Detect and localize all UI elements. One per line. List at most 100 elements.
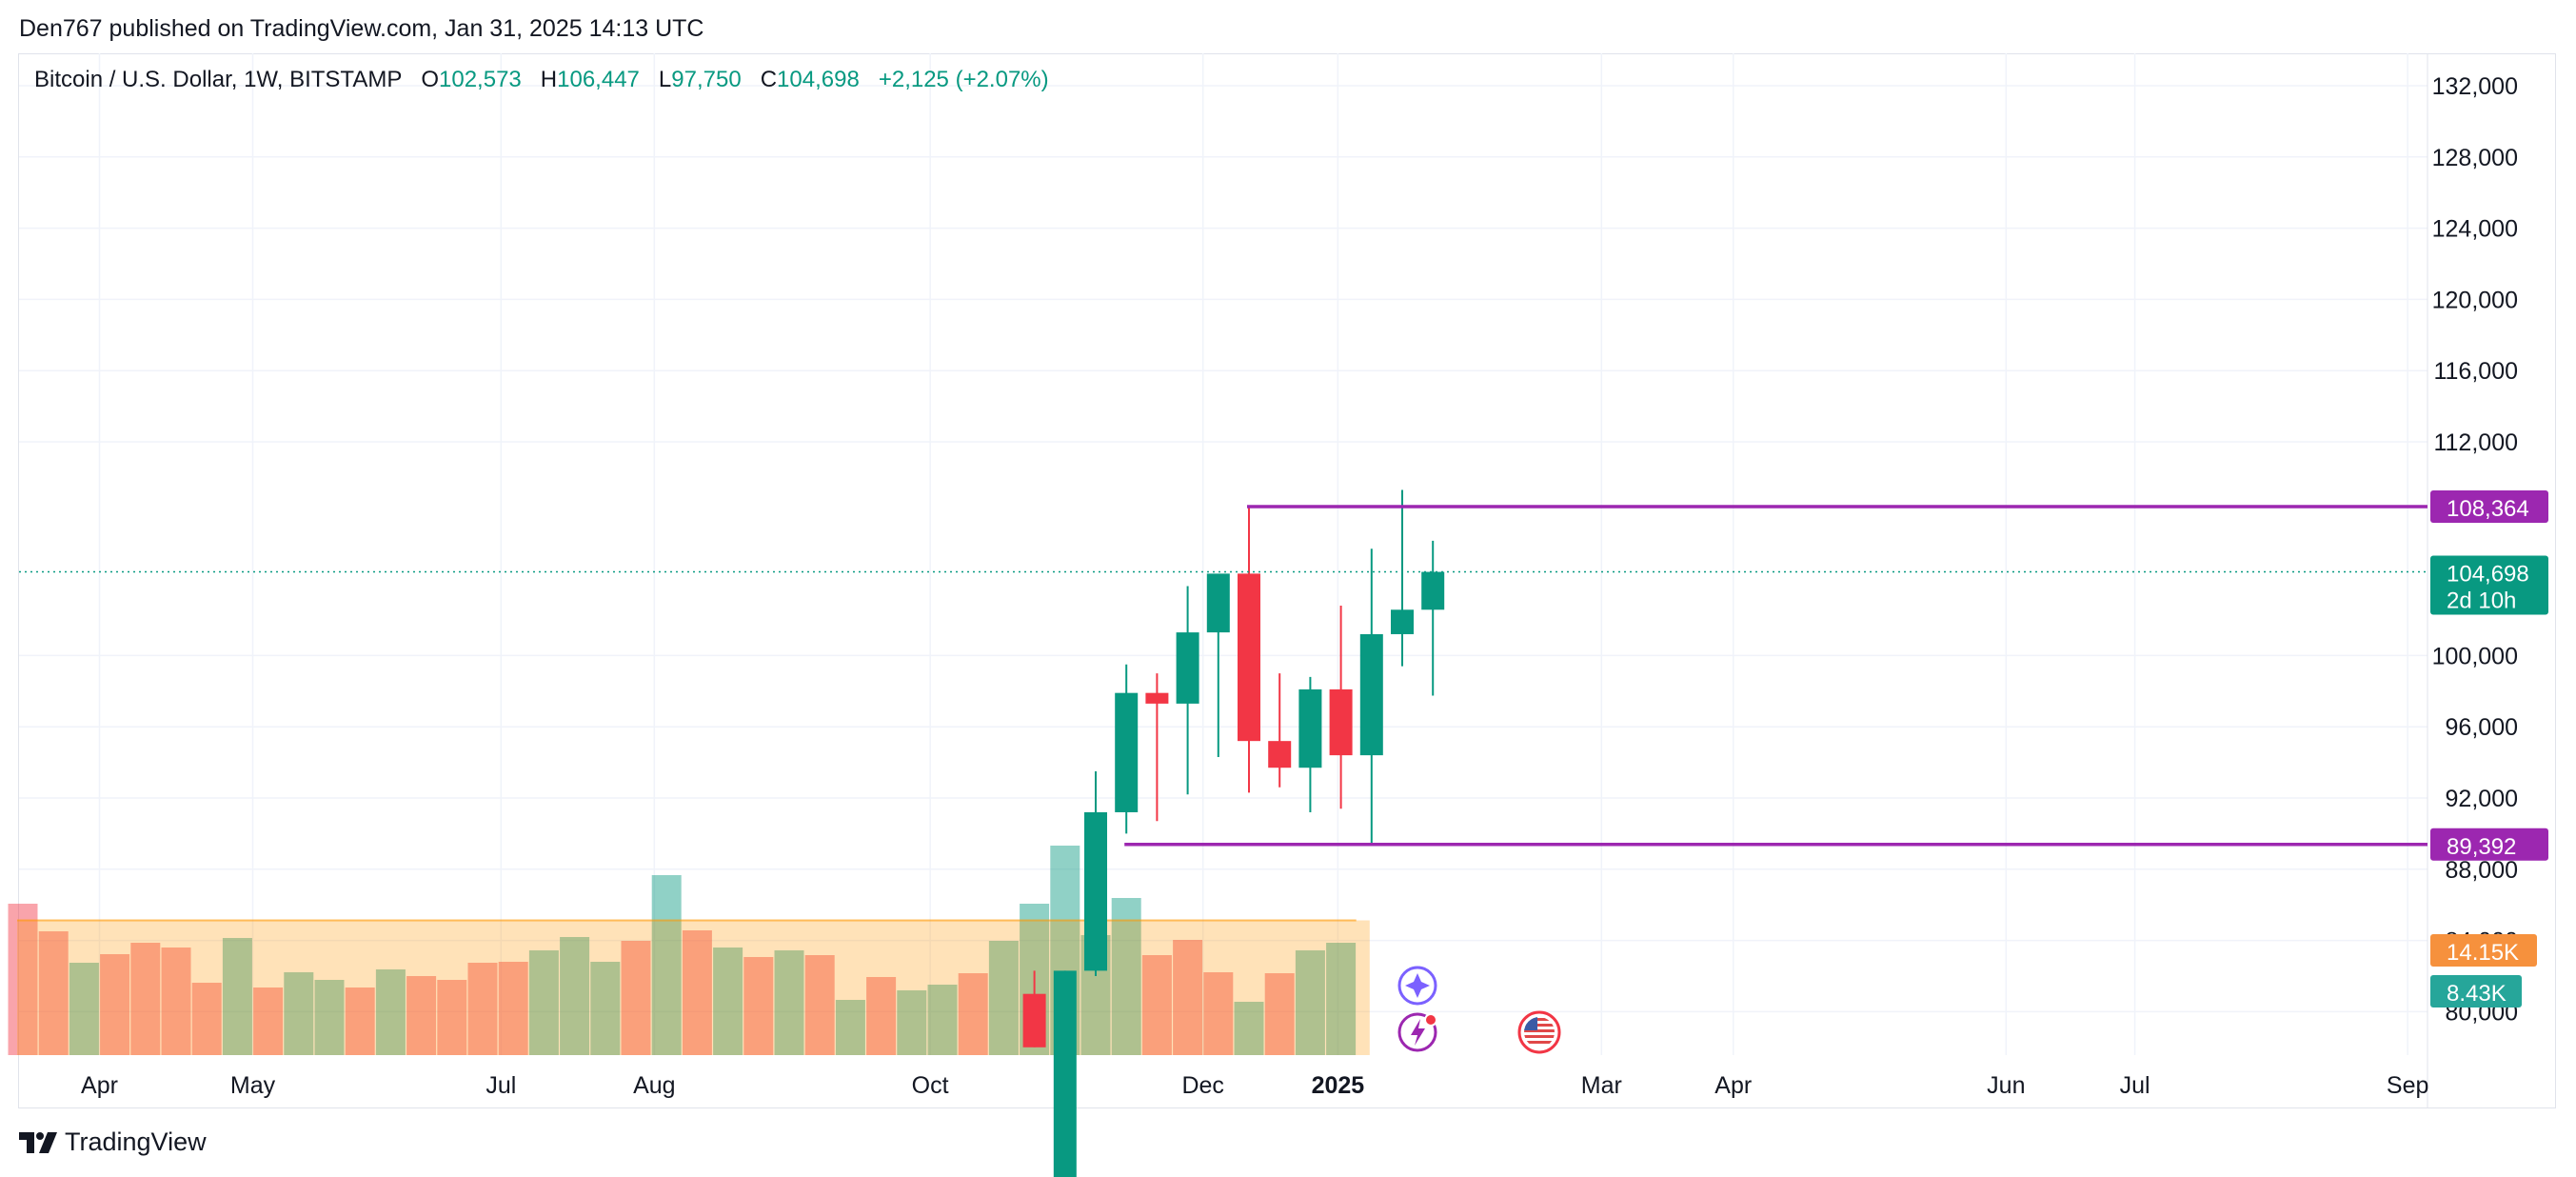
- x-axis-tick-label: Oct: [912, 1072, 949, 1099]
- grid: [19, 53, 2428, 1108]
- close-value: 104,698: [777, 67, 860, 92]
- y-axis-tick-label: 88,000: [2446, 857, 2518, 884]
- volume-bar: [284, 972, 314, 1055]
- volume-layer: [8, 846, 1370, 1055]
- x-axis-tick-label: May: [230, 1072, 276, 1099]
- volume-tag: [2430, 975, 2522, 1007]
- volume-bar: [621, 941, 651, 1055]
- volume-bar: [927, 985, 958, 1055]
- open-value: 102,573: [439, 67, 522, 92]
- x-axis-tick-label: Mar: [1581, 1072, 1622, 1099]
- us-flag-icon[interactable]: [1517, 1010, 1561, 1054]
- volume-ma-tag: [2430, 934, 2537, 967]
- level-price-tag-text: 108,364: [2447, 496, 2529, 522]
- y-axis-tick-label: 100,000: [2432, 643, 2518, 669]
- y-axis-tick-label: 116,000: [2433, 358, 2518, 385]
- volume-bar: [1111, 898, 1141, 1055]
- candle-body: [1359, 633, 1383, 756]
- event-icons: [1397, 966, 1561, 1054]
- level-layer: [1124, 505, 2427, 847]
- x-axis-tick-label: Sep: [2387, 1072, 2428, 1099]
- volume-bar: [804, 955, 835, 1055]
- candle-body: [1391, 609, 1414, 634]
- candle-body: [1022, 993, 1046, 1047]
- volume-bar: [1234, 1002, 1264, 1055]
- tradingview-logo-icon: [19, 1131, 57, 1153]
- candle-body: [1421, 571, 1445, 610]
- high-value: 106,447: [557, 67, 640, 92]
- candle-body: [1084, 811, 1107, 971]
- level-price-tag-text: 89,392: [2447, 834, 2516, 860]
- volume-bar: [161, 948, 191, 1055]
- candle-body: [1329, 688, 1353, 756]
- y-axis-tick-label: 112,000: [2433, 429, 2518, 456]
- x-axis-tick-label: 2025: [1312, 1072, 1365, 1099]
- volume-bar: [1264, 973, 1295, 1055]
- x-axis-tick-label: Jul: [485, 1072, 516, 1099]
- y-axis-tick-label: 124,000: [2432, 216, 2518, 243]
- tradingview-brand[interactable]: TradingView: [19, 1127, 207, 1157]
- open-label: O: [421, 67, 440, 92]
- x-axis-tick-label: Jul: [2120, 1072, 2150, 1099]
- volume-bar: [1326, 943, 1357, 1055]
- volume-bar: [130, 943, 161, 1055]
- low-value: 97,750: [671, 67, 742, 92]
- last-price-tag: [2430, 555, 2548, 615]
- volume-bar: [774, 950, 804, 1055]
- low-label: L: [658, 67, 672, 92]
- last-price-tag-text: 2d 10h: [2447, 588, 2516, 614]
- candle-layer: [19, 489, 2427, 1177]
- volume-bar: [222, 938, 252, 1055]
- volume-ma-tag-text: 14.15K: [2447, 940, 2519, 966]
- chart-frame[interactable]: [18, 53, 2556, 1108]
- candle-body: [1238, 573, 1260, 742]
- brand-name: TradingView: [65, 1127, 207, 1156]
- volume-bar: [988, 941, 1019, 1055]
- x-axis-tick-label: Jun: [1987, 1072, 2025, 1099]
- y-axis-tick-label: 120,000: [2432, 287, 2518, 313]
- x-axis-tick-label: Aug: [633, 1072, 675, 1099]
- candle-body: [1115, 692, 1139, 812]
- volume-bar: [406, 976, 437, 1055]
- volume-bar: [345, 987, 375, 1055]
- last-price-tag-text: 104,698: [2447, 562, 2529, 588]
- candle-body: [1145, 692, 1169, 704]
- y-axis-tick-label: 92,000: [2446, 786, 2518, 812]
- volume-bar: [1173, 940, 1203, 1055]
- x-axis-tick-label: Dec: [1181, 1072, 1223, 1099]
- volume-bar: [467, 963, 498, 1055]
- volume-bar: [38, 931, 69, 1055]
- volume-bar: [835, 1000, 865, 1055]
- volume-tag-text: 8.43K: [2447, 981, 2507, 1007]
- publisher-credit: Den767 published on TradingView.com, Jan…: [19, 15, 704, 42]
- volume-bar: [191, 983, 222, 1055]
- volume-bar: [897, 990, 927, 1055]
- candle-body: [1298, 688, 1322, 768]
- volume-bar: [958, 973, 988, 1055]
- volume-bar: [1141, 955, 1172, 1055]
- y-axis: 132,000 128,000 124,000 120,000 116,000 112,0…: [2432, 73, 2518, 1026]
- y-axis-tick-label: 96,000: [2446, 714, 2518, 741]
- candle-body: [1176, 632, 1199, 704]
- volume-bar: [69, 963, 99, 1055]
- lightning-event-icon[interactable]: [1397, 1012, 1437, 1052]
- candle-body: [1268, 741, 1292, 768]
- high-label: H: [540, 67, 558, 92]
- candle-body: [1053, 970, 1077, 1177]
- volume-bar: [866, 977, 897, 1055]
- volume-bar: [8, 904, 38, 1055]
- volume-bar: [651, 875, 682, 1055]
- volume-bar: [743, 957, 774, 1055]
- volume-bar: [375, 969, 406, 1055]
- x-axis-tick-label: Apr: [1714, 1072, 1752, 1099]
- ohlc-legend: Bitcoin / U.S. Dollar, 1W, BITSTAMP O102…: [34, 67, 1049, 93]
- x-axis-tick-label: Apr: [81, 1072, 118, 1099]
- sparkle-event-icon[interactable]: [1397, 966, 1437, 1006]
- volume-bar: [314, 980, 345, 1055]
- symbol-label[interactable]: Bitcoin / U.S. Dollar, 1W, BITSTAMP: [34, 67, 403, 92]
- volume-bar: [1295, 950, 1325, 1055]
- volume-bar: [498, 962, 528, 1055]
- y-axis-tick-label: 128,000: [2432, 145, 2518, 171]
